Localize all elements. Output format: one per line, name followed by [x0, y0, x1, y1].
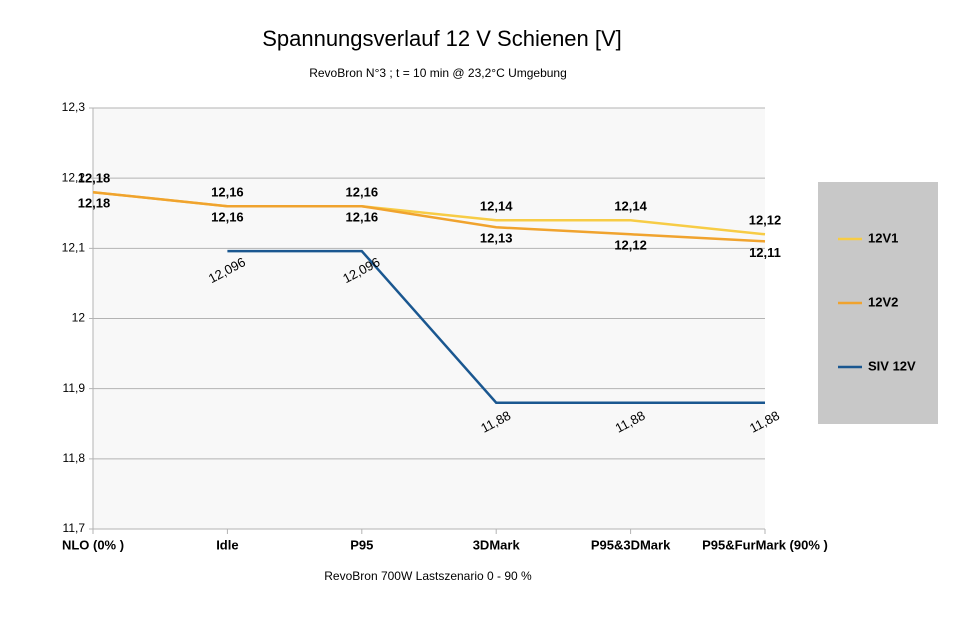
data-label: 12,16: [211, 210, 244, 225]
data-label: 12,18: [78, 196, 111, 211]
data-label: 12,16: [346, 210, 379, 225]
data-label: 12,18: [78, 171, 111, 186]
y-tick-label: 11,8: [63, 451, 86, 465]
series-line: [92, 190, 766, 243]
y-tick-label: 12,1: [62, 241, 86, 255]
data-label: 12,12: [749, 213, 782, 228]
x-tick-label: P95: [350, 537, 373, 552]
data-label: 12,11: [749, 245, 781, 260]
y-tick-label: 12,3: [62, 100, 86, 114]
data-label: 12,16: [346, 185, 379, 200]
legend-label: 12V2: [868, 294, 898, 309]
x-tick-label: P95&FurMark (90% ): [702, 537, 828, 552]
chart-title: Spannungsverlauf 12 V Schienen [V]: [262, 26, 622, 51]
legend-label: 12V1: [868, 230, 898, 245]
y-tick-label: 11,9: [63, 381, 86, 395]
data-label: 12,14: [480, 199, 513, 214]
x-tick-label: 3DMark: [473, 537, 521, 552]
x-tick-label: Idle: [216, 537, 238, 552]
data-label: 12,12: [614, 238, 647, 253]
series-line: [227, 249, 765, 404]
y-tick-label: 12,2: [62, 170, 86, 184]
y-tick-label: 12: [72, 311, 86, 325]
y-tick-label: 11,7: [63, 521, 86, 535]
chart-subtitle: RevoBron N°3 ; t = 10 min @ 23,2°C Umgeb…: [309, 66, 567, 80]
data-label: 12,16: [211, 185, 244, 200]
legend-label: SIV 12V: [868, 358, 916, 373]
x-tick-label: P95&3DMark: [591, 537, 671, 552]
data-label: 12,14: [614, 199, 647, 214]
data-label: 12,13: [480, 231, 513, 246]
x-tick-label: NLO (0% ): [62, 537, 124, 552]
x-axis-label: RevoBron 700W Lastszenario 0 - 90 %: [324, 569, 532, 583]
